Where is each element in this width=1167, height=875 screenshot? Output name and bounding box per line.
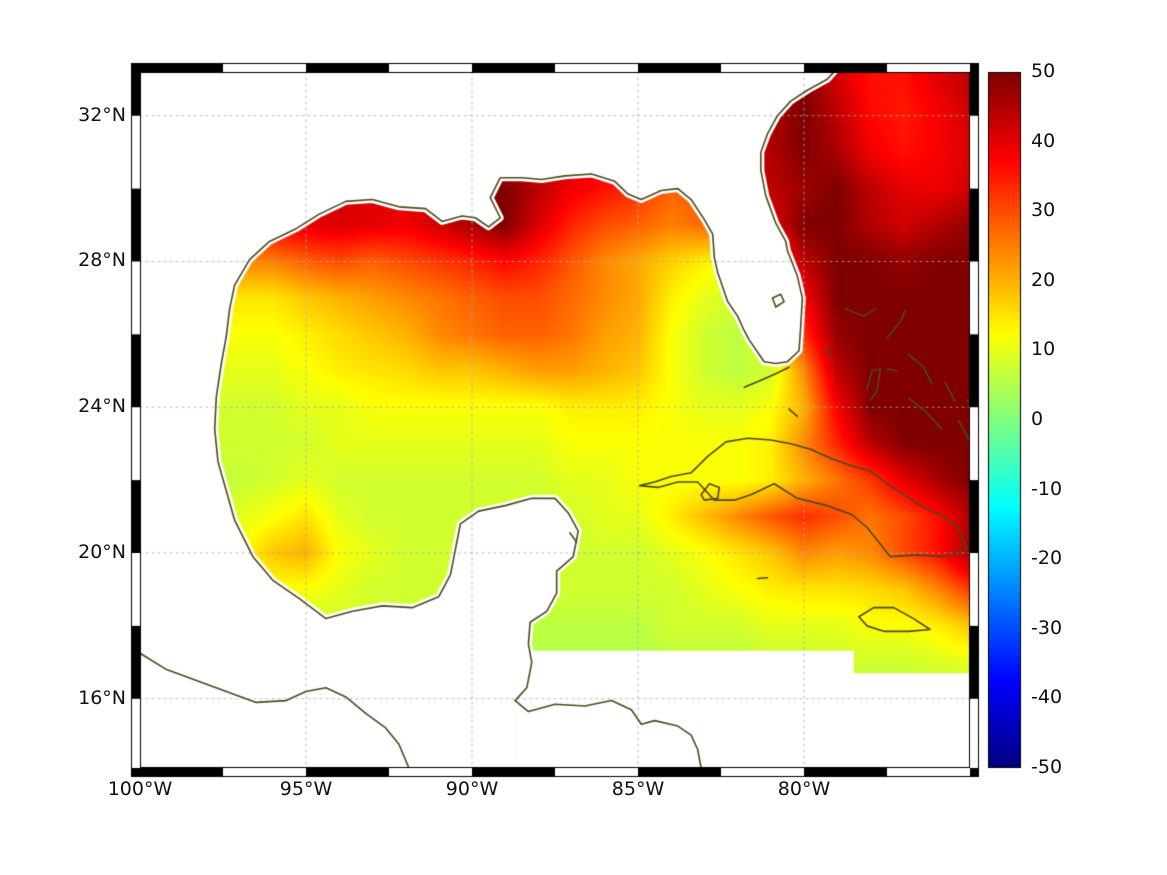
x-tick-label: 80°W [777, 778, 831, 800]
colorbar-tick-label: -50 [1031, 756, 1063, 778]
x-tick-label: 85°W [611, 778, 665, 800]
colorbar-tick-label: 0 [1031, 408, 1044, 430]
colorbar-tick-label: 40 [1031, 130, 1056, 152]
colorbar-tick-label: 50 [1031, 60, 1056, 82]
colorbar-tick-label: 10 [1031, 338, 1056, 360]
x-tick-label: 95°W [279, 778, 333, 800]
y-tick-label: 20°N [78, 541, 126, 563]
x-tick-label: 90°W [445, 778, 499, 800]
y-tick-label: 16°N [78, 687, 126, 709]
colorbar-tick-label: -30 [1031, 617, 1063, 639]
colorbar-tick-label: 20 [1031, 269, 1056, 291]
colorbar-tick-label: -20 [1031, 547, 1063, 569]
colorbar-tick-label: -40 [1031, 686, 1063, 708]
y-tick-label: 28°N [78, 249, 126, 271]
colorbar-tick-label: -10 [1031, 478, 1063, 500]
y-tick-label: 32°N [78, 104, 126, 126]
y-tick-label: 24°N [78, 395, 126, 417]
colorbar-tick-label: 30 [1031, 199, 1056, 221]
x-tick-label: 100°W [107, 778, 173, 800]
